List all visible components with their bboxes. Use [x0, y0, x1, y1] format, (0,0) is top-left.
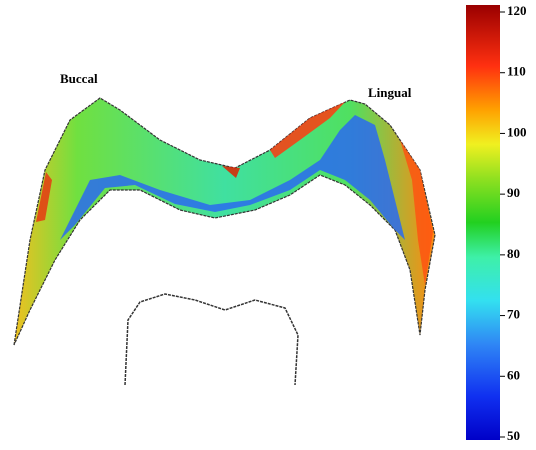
tick-label: 70 [507, 307, 520, 322]
tick-label: 100 [507, 124, 527, 139]
tick-label: 60 [507, 367, 520, 382]
colorbar-ticks: 50 60 70 80 90 100 110 120 [500, 3, 527, 443]
region-label: Buccal [60, 71, 98, 86]
figure: Buccal Lingual 50 60 70 80 90 100 110 120 [0, 0, 536, 450]
tick-label: 50 [507, 428, 520, 443]
tick-label: 90 [507, 185, 520, 200]
tick-label: 120 [507, 3, 527, 18]
colorbar [466, 5, 500, 440]
tick-label: 80 [507, 246, 520, 261]
pulp-outline [125, 294, 298, 385]
tick-label: 110 [507, 64, 526, 79]
region-label: Lingual [368, 85, 412, 100]
tooth-map [14, 98, 435, 385]
